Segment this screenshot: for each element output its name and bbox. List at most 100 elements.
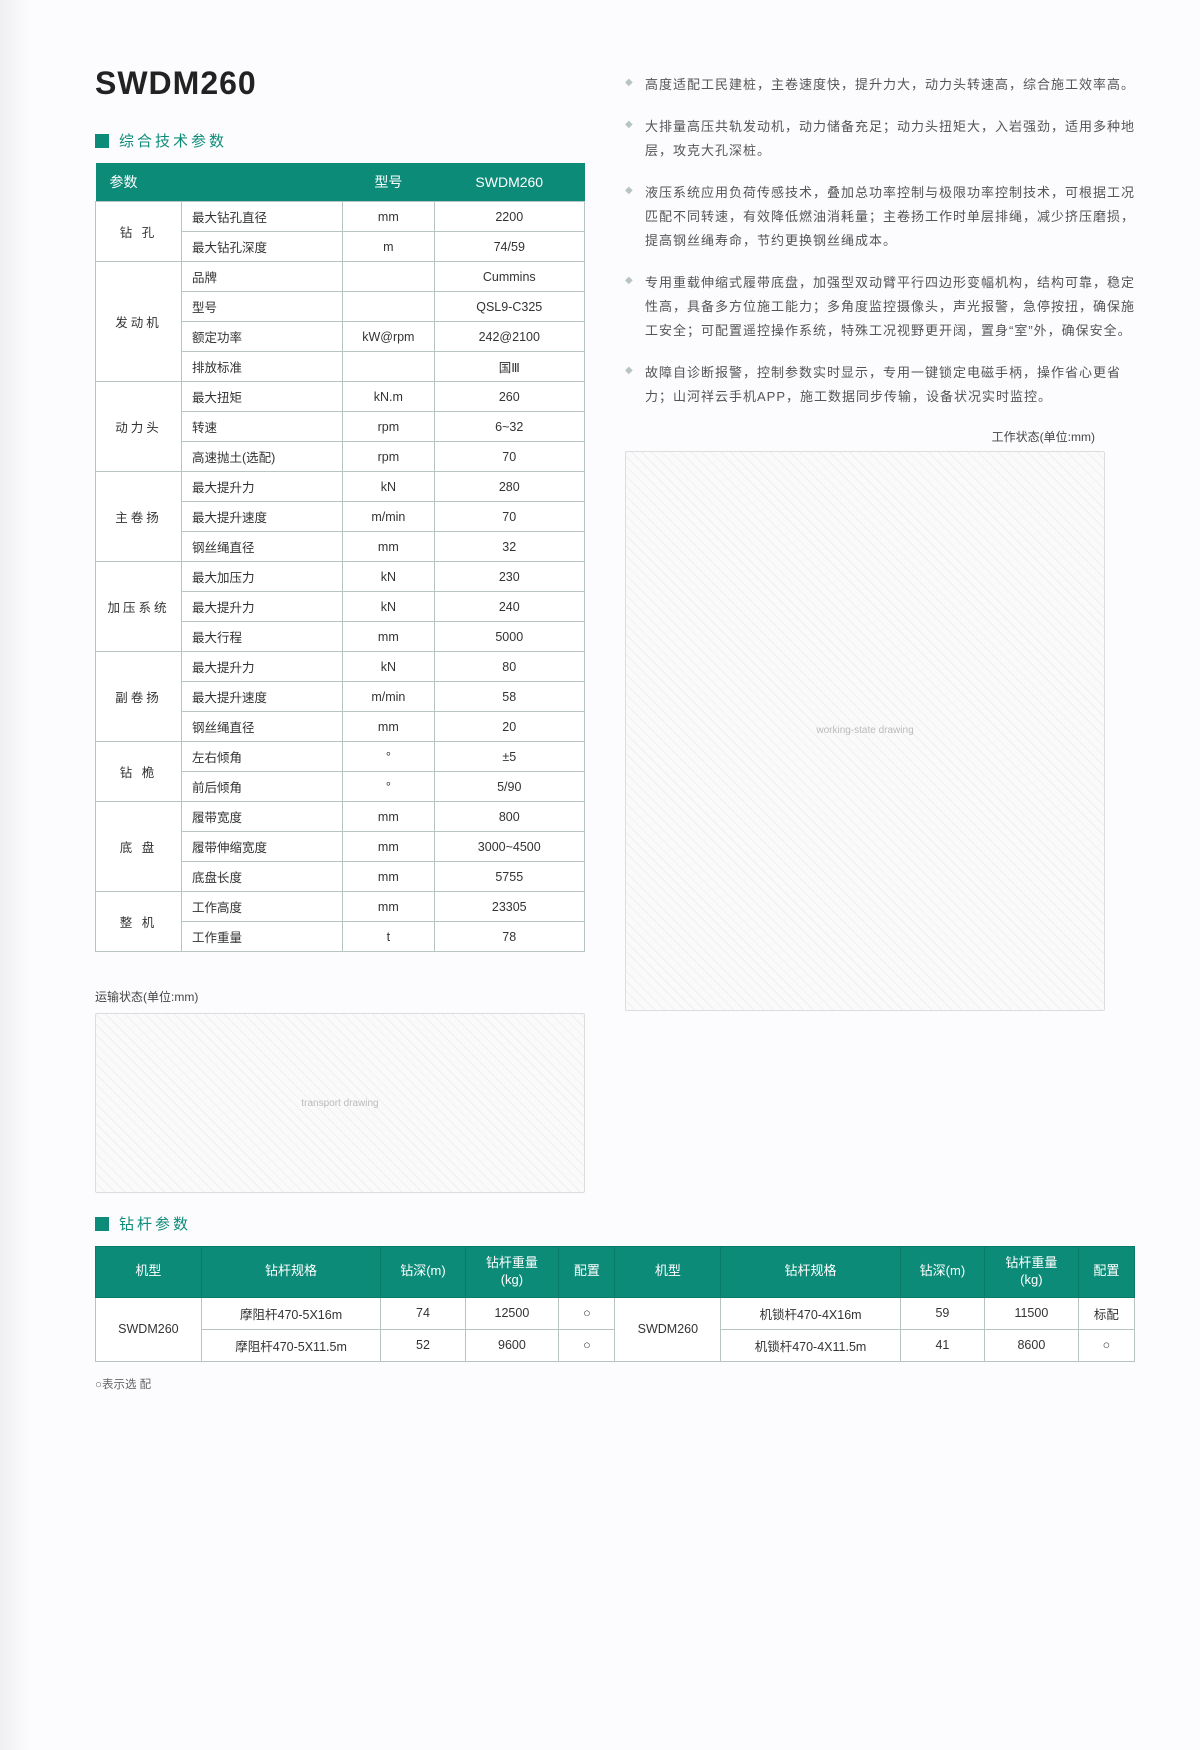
spec-unit: kN xyxy=(343,652,434,682)
spec-value: 5000 xyxy=(434,622,584,652)
drill-config-left: ○ xyxy=(559,1329,615,1361)
page-title: SWDM260 xyxy=(95,65,585,102)
spec-param: 前后倾角 xyxy=(181,772,342,802)
drill-weight-left: 9600 xyxy=(465,1329,559,1361)
spec-unit: mm xyxy=(343,862,434,892)
spec-value: 260 xyxy=(434,382,584,412)
spec-param: 最大加压力 xyxy=(181,562,342,592)
spec-value: 5755 xyxy=(434,862,584,892)
drill-table: 机型钻杆规格钻深(m)钻杆重量(kg)配置机型钻杆规格钻深(m)钻杆重量(kg)… xyxy=(95,1246,1135,1362)
spec-param: 最大提升速度 xyxy=(181,502,342,532)
spec-param: 额定功率 xyxy=(181,322,342,352)
spec-value: 70 xyxy=(434,442,584,472)
drill-model-left: SWDM260 xyxy=(96,1297,202,1361)
drill-weight-left: 12500 xyxy=(465,1297,559,1329)
spec-value: 230 xyxy=(434,562,584,592)
spec-group: 主卷扬 xyxy=(96,472,182,562)
spec-value: 6~32 xyxy=(434,412,584,442)
spec-value: 58 xyxy=(434,682,584,712)
section-title-specs: 综合技术参数 xyxy=(95,130,585,151)
spec-unit: rpm xyxy=(343,412,434,442)
spec-group: 加压系统 xyxy=(96,562,182,652)
left-column: SWDM260 综合技术参数 参数 型号 SWDM260 钻 孔最大钻孔直径mm… xyxy=(95,65,585,1193)
spec-param: 履带宽度 xyxy=(181,802,342,832)
spec-param: 最大钻孔深度 xyxy=(181,232,342,262)
spec-unit: t xyxy=(343,922,434,952)
spec-group: 副卷扬 xyxy=(96,652,182,742)
transport-state-label: 运输状态(单位:mm) xyxy=(95,988,585,1005)
feature-item: 故障自诊断报警，控制参数实时显示，专用一键锁定电磁手柄，操作省心更省力；山河祥云… xyxy=(625,361,1135,409)
spec-value: 2200 xyxy=(434,202,584,232)
spec-param: 最大扭矩 xyxy=(181,382,342,412)
spec-group: 整 机 xyxy=(96,892,182,952)
spec-value: 国Ⅲ xyxy=(434,352,584,382)
drill-config-right: 标配 xyxy=(1078,1297,1134,1329)
upper-section: SWDM260 综合技术参数 参数 型号 SWDM260 钻 孔最大钻孔直径mm… xyxy=(95,65,1135,1193)
spec-param: 工作高度 xyxy=(181,892,342,922)
spec-unit xyxy=(343,352,434,382)
spec-value: 3000~4500 xyxy=(434,832,584,862)
spec-unit: kN xyxy=(343,472,434,502)
spec-value: 70 xyxy=(434,502,584,532)
spec-unit: kN.m xyxy=(343,382,434,412)
spec-unit: mm xyxy=(343,832,434,862)
spec-param: 最大提升力 xyxy=(181,652,342,682)
drill-config-right: ○ xyxy=(1078,1329,1134,1361)
spec-unit: m xyxy=(343,232,434,262)
drill-head-cell: 配置 xyxy=(1078,1247,1134,1298)
spec-group: 底 盘 xyxy=(96,802,182,892)
spec-value: 23305 xyxy=(434,892,584,922)
spec-unit: mm xyxy=(343,892,434,922)
spec-value: 80 xyxy=(434,652,584,682)
spec-unit: m/min xyxy=(343,502,434,532)
spec-param: 型号 xyxy=(181,292,342,322)
work-diagram: working-state drawing xyxy=(625,451,1105,1011)
spec-value: 20 xyxy=(434,712,584,742)
spec-unit: ° xyxy=(343,772,434,802)
feature-item: 大排量高压共轨发动机，动力储备充足；动力头扭矩大，入岩强劲，适用多种地层，攻克大… xyxy=(625,115,1135,163)
spec-unit: ° xyxy=(343,742,434,772)
drill-depth-left: 74 xyxy=(381,1297,465,1329)
spec-param: 左右倾角 xyxy=(181,742,342,772)
spec-value: ±5 xyxy=(434,742,584,772)
spec-value: 240 xyxy=(434,592,584,622)
spec-unit: kN xyxy=(343,592,434,622)
transport-diagram: transport drawing xyxy=(95,1013,585,1193)
spec-value: 242@2100 xyxy=(434,322,584,352)
spec-value: 800 xyxy=(434,802,584,832)
spec-unit: mm xyxy=(343,622,434,652)
feature-item: 专用重载伸缩式履带底盘，加强型双动臂平行四边形变幅机构，结构可靠，稳定性高，具备… xyxy=(625,271,1135,343)
spec-head-model: 型号 xyxy=(343,163,434,202)
spec-param: 底盘长度 xyxy=(181,862,342,892)
spec-unit: rpm xyxy=(343,442,434,472)
feature-item: 液压系统应用负荷传感技术，叠加总功率控制与极限功率控制技术，可根据工况匹配不同转… xyxy=(625,181,1135,253)
drill-head-cell: 钻杆重量(kg) xyxy=(985,1247,1079,1298)
spec-param: 排放标准 xyxy=(181,352,342,382)
drill-head-cell: 机型 xyxy=(96,1247,202,1298)
footnote: ○表示选 配 xyxy=(95,1376,1135,1392)
spec-value: 32 xyxy=(434,532,584,562)
spec-param: 履带伸缩宽度 xyxy=(181,832,342,862)
spec-param: 钢丝绳直径 xyxy=(181,712,342,742)
drill-head-cell: 钻杆规格 xyxy=(201,1247,381,1298)
spec-param: 转速 xyxy=(181,412,342,442)
drill-head-cell: 机型 xyxy=(615,1247,721,1298)
spec-unit: mm xyxy=(343,202,434,232)
spec-param: 最大提升力 xyxy=(181,472,342,502)
spec-group: 发动机 xyxy=(96,262,182,382)
section-title-drill: 钻杆参数 xyxy=(95,1213,1135,1234)
spec-value: 74/59 xyxy=(434,232,584,262)
spec-group: 钻 孔 xyxy=(96,202,182,262)
spec-value: 5/90 xyxy=(434,772,584,802)
spec-value: 280 xyxy=(434,472,584,502)
spec-value: 78 xyxy=(434,922,584,952)
page: SWDM260 综合技术参数 参数 型号 SWDM260 钻 孔最大钻孔直径mm… xyxy=(0,0,1200,1750)
drill-section: 钻杆参数 机型钻杆规格钻深(m)钻杆重量(kg)配置机型钻杆规格钻深(m)钻杆重… xyxy=(95,1213,1135,1392)
spec-unit: mm xyxy=(343,532,434,562)
drill-weight-right: 11500 xyxy=(985,1297,1079,1329)
spec-unit: mm xyxy=(343,712,434,742)
drill-head-cell: 配置 xyxy=(559,1247,615,1298)
spec-param: 工作重量 xyxy=(181,922,342,952)
drill-depth-left: 52 xyxy=(381,1329,465,1361)
drill-weight-right: 8600 xyxy=(985,1329,1079,1361)
